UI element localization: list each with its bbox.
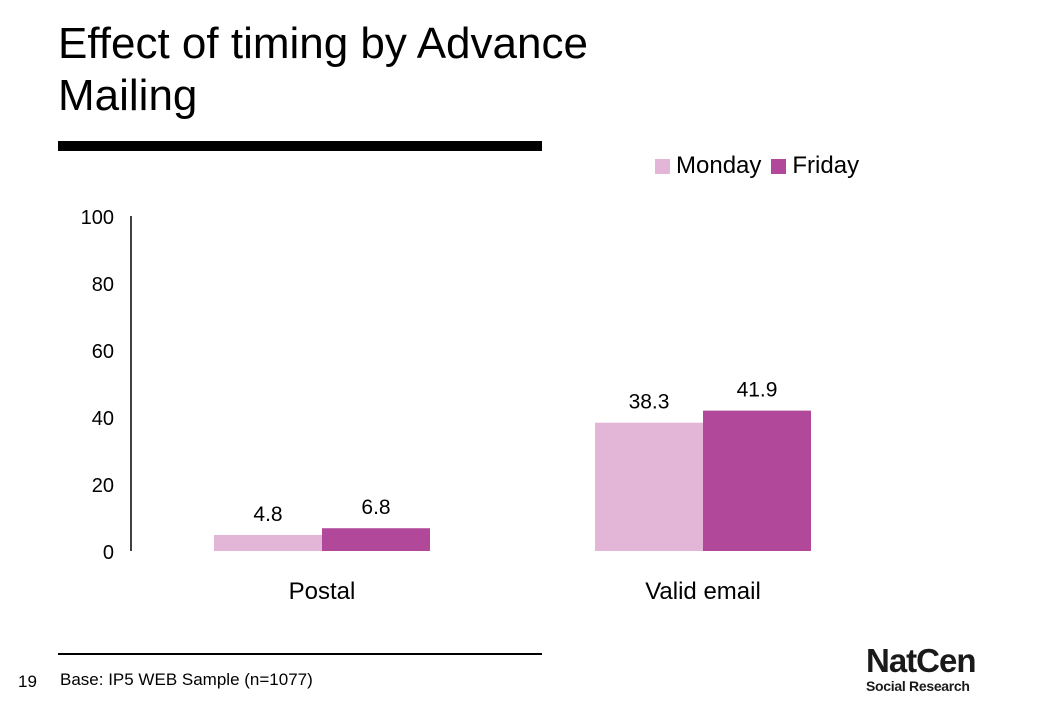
y-tick-label: 0 xyxy=(103,542,114,564)
base-note: Base: IP5 WEB Sample (n=1077) xyxy=(60,670,313,689)
y-tick-label: 20 xyxy=(92,475,114,497)
title-underline xyxy=(58,141,542,151)
chart-legend: Monday Friday xyxy=(655,151,869,181)
data-label: 4.8 xyxy=(253,503,282,526)
legend-item-monday: Monday xyxy=(655,152,761,180)
legend-item-friday: Friday xyxy=(771,152,859,180)
legend-label-monday: Monday xyxy=(676,152,762,179)
y-tick-label: 100 xyxy=(81,207,114,229)
bar-friday xyxy=(322,528,430,551)
data-label: 38.3 xyxy=(629,391,670,414)
data-label: 41.9 xyxy=(737,379,778,402)
legend-swatch-monday xyxy=(655,158,670,174)
y-tick-label: 60 xyxy=(92,341,114,363)
bar-monday xyxy=(214,534,322,551)
legend-label-friday: Friday xyxy=(792,152,860,179)
natcen-logo: NatCen Social Research xyxy=(866,644,986,696)
bar-friday xyxy=(703,410,811,551)
page-number: 19 xyxy=(18,672,37,691)
slide-title-line-2: Mailing xyxy=(58,71,198,120)
x-category-label: Valid email xyxy=(645,578,761,605)
slide-title-line-1: Effect of timing by Advance xyxy=(58,19,588,68)
footer-rule xyxy=(58,653,542,655)
slide-title: Effect of timing by Advance Mailing xyxy=(58,18,758,122)
logo-wordmark: NatCen xyxy=(866,642,977,679)
y-tick-label: 80 xyxy=(92,274,114,296)
legend-swatch-friday xyxy=(771,158,787,174)
logo-tagline: Social Research xyxy=(866,678,970,694)
y-tick-label: 40 xyxy=(92,408,114,430)
data-label: 6.8 xyxy=(361,496,390,519)
x-category-label: Postal xyxy=(289,578,356,605)
bar-monday xyxy=(595,422,703,551)
